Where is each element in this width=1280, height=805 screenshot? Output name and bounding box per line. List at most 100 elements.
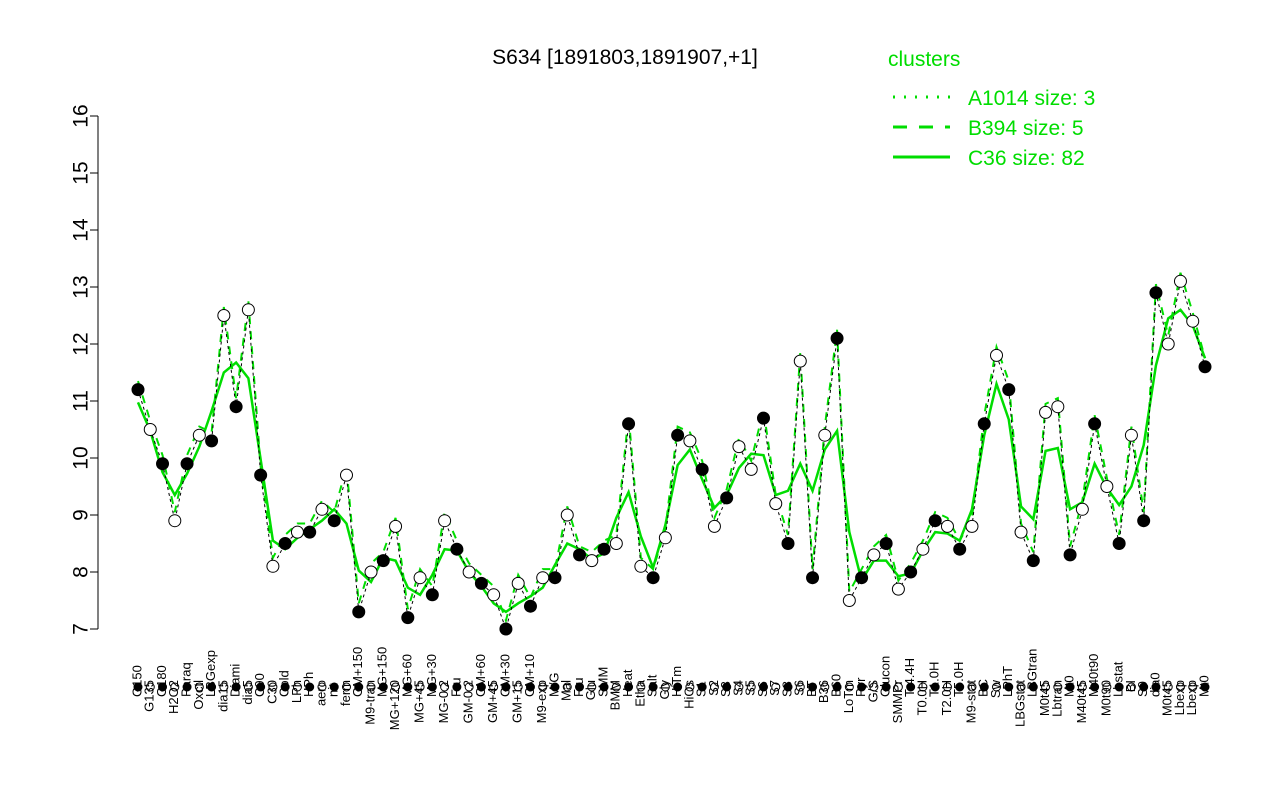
- series-line-a1014: [137, 281, 1206, 631]
- data-point: [573, 548, 587, 562]
- rug-point: [476, 682, 486, 692]
- x-tick-label: SMM: [595, 667, 610, 697]
- x-tick-label: B60: [829, 674, 844, 697]
- x-tick-label: T5.0H: [951, 662, 966, 697]
- rug-point: [746, 682, 756, 692]
- x-tick-label: C90: [252, 673, 267, 697]
- rug-point: [452, 682, 462, 692]
- x-tick-label: Fru: [448, 678, 463, 698]
- x-tick-label: S0: [1135, 681, 1150, 697]
- data-point: [1075, 502, 1089, 516]
- rug-point: [1188, 682, 1198, 692]
- x-tick-label: Lbexp: [1172, 680, 1187, 715]
- rug-point: [1139, 682, 1149, 692]
- rug-point: [587, 682, 597, 692]
- x-tick-label: Salt: [645, 674, 660, 697]
- data-point: [1100, 480, 1114, 493]
- data-point: [339, 468, 353, 482]
- rug-point: [624, 682, 634, 692]
- data-point: [683, 434, 697, 448]
- data-point: [977, 417, 991, 431]
- x-tick-label: BI: [1123, 680, 1138, 692]
- rug-point: [170, 682, 180, 692]
- data-point: [364, 565, 378, 579]
- rug-point: [881, 682, 891, 692]
- data-point: [536, 571, 550, 585]
- x-tick-label: nit: [326, 683, 341, 697]
- data-point: [842, 594, 856, 607]
- data-point: [585, 554, 599, 568]
- rug-point: [366, 682, 376, 692]
- x-tick-label: S7: [767, 680, 782, 696]
- data-point: [830, 331, 844, 345]
- rug-point: [660, 682, 670, 692]
- x-tick-label: HiTm: [669, 666, 684, 697]
- data-point: [180, 457, 194, 471]
- x-tick-label: B36: [816, 680, 831, 703]
- data-point: [254, 468, 268, 482]
- x-tick-label: LBGstat: [1012, 680, 1027, 727]
- x-tick-label: MG+45: [412, 680, 427, 723]
- rug-point: [464, 682, 474, 692]
- rug-point: [722, 682, 732, 692]
- data-point: [401, 611, 415, 625]
- rug-point: [305, 682, 315, 692]
- data-point: [1014, 525, 1028, 539]
- x-tick-label: Diami: [228, 664, 243, 697]
- y-tick-label: 9: [70, 509, 93, 521]
- rug-point: [317, 682, 327, 692]
- legend-entry-a1014: A1014 size: 3: [968, 87, 1095, 110]
- data-point: [487, 588, 501, 602]
- x-tick-label: S6: [792, 680, 807, 696]
- x-tick-label: BMM: [608, 680, 623, 710]
- x-tick-label: BT: [804, 680, 819, 697]
- data-point: [867, 548, 881, 562]
- x-tick-label: M0t45: [1160, 680, 1175, 716]
- y-tick-label: 14: [70, 218, 93, 242]
- data-point: [916, 542, 930, 556]
- data-point: [327, 514, 341, 528]
- x-tick-label: S4: [730, 680, 745, 696]
- data-point: [1063, 548, 1077, 562]
- rug-point: [906, 682, 916, 692]
- rug-point: [930, 682, 940, 692]
- rug-point: [1200, 682, 1210, 692]
- rug-point: [1114, 682, 1124, 692]
- data-point: [720, 491, 734, 505]
- data-point: [634, 559, 648, 573]
- x-tick-label: LoTm: [841, 680, 856, 713]
- x-tick-label: S8: [779, 681, 794, 697]
- data-point: [1173, 274, 1187, 288]
- rug-point: [268, 682, 278, 692]
- x-tick-label: S3: [718, 681, 733, 697]
- rug-point: [918, 682, 928, 692]
- x-tick-label: M9-stat: [963, 680, 978, 724]
- x-tick-label: Lbtran: [1049, 680, 1064, 717]
- x-tick-label: Glu: [583, 680, 598, 700]
- x-tick-label: Glucon: [878, 656, 893, 697]
- data-point: [548, 571, 562, 585]
- rug-point: [341, 682, 351, 692]
- y-tick-label: 7: [70, 623, 93, 635]
- rug-point: [1102, 682, 1112, 692]
- rug-point: [243, 682, 253, 692]
- x-tick-label: M9-tran: [362, 680, 377, 725]
- x-tick-label: GM+60: [473, 654, 488, 697]
- x-tick-label: GM+30: [497, 654, 512, 697]
- x-tick-label: BC: [976, 679, 991, 697]
- data-point: [904, 565, 918, 579]
- data-point: [658, 531, 672, 545]
- data-point: [438, 514, 452, 528]
- x-tick-label: T2.0H: [939, 680, 954, 715]
- rug-point: [611, 682, 621, 692]
- y-tick-label: 10: [70, 446, 93, 469]
- x-tick-label: T1.0H: [927, 662, 942, 697]
- data-point: [352, 605, 366, 619]
- rug-point: [599, 682, 609, 692]
- rug-point: [575, 682, 585, 692]
- x-tick-label: MG+150: [375, 647, 390, 697]
- rug-point: [1151, 682, 1161, 692]
- data-point: [143, 423, 157, 436]
- x-tick-label: aero: [313, 680, 328, 706]
